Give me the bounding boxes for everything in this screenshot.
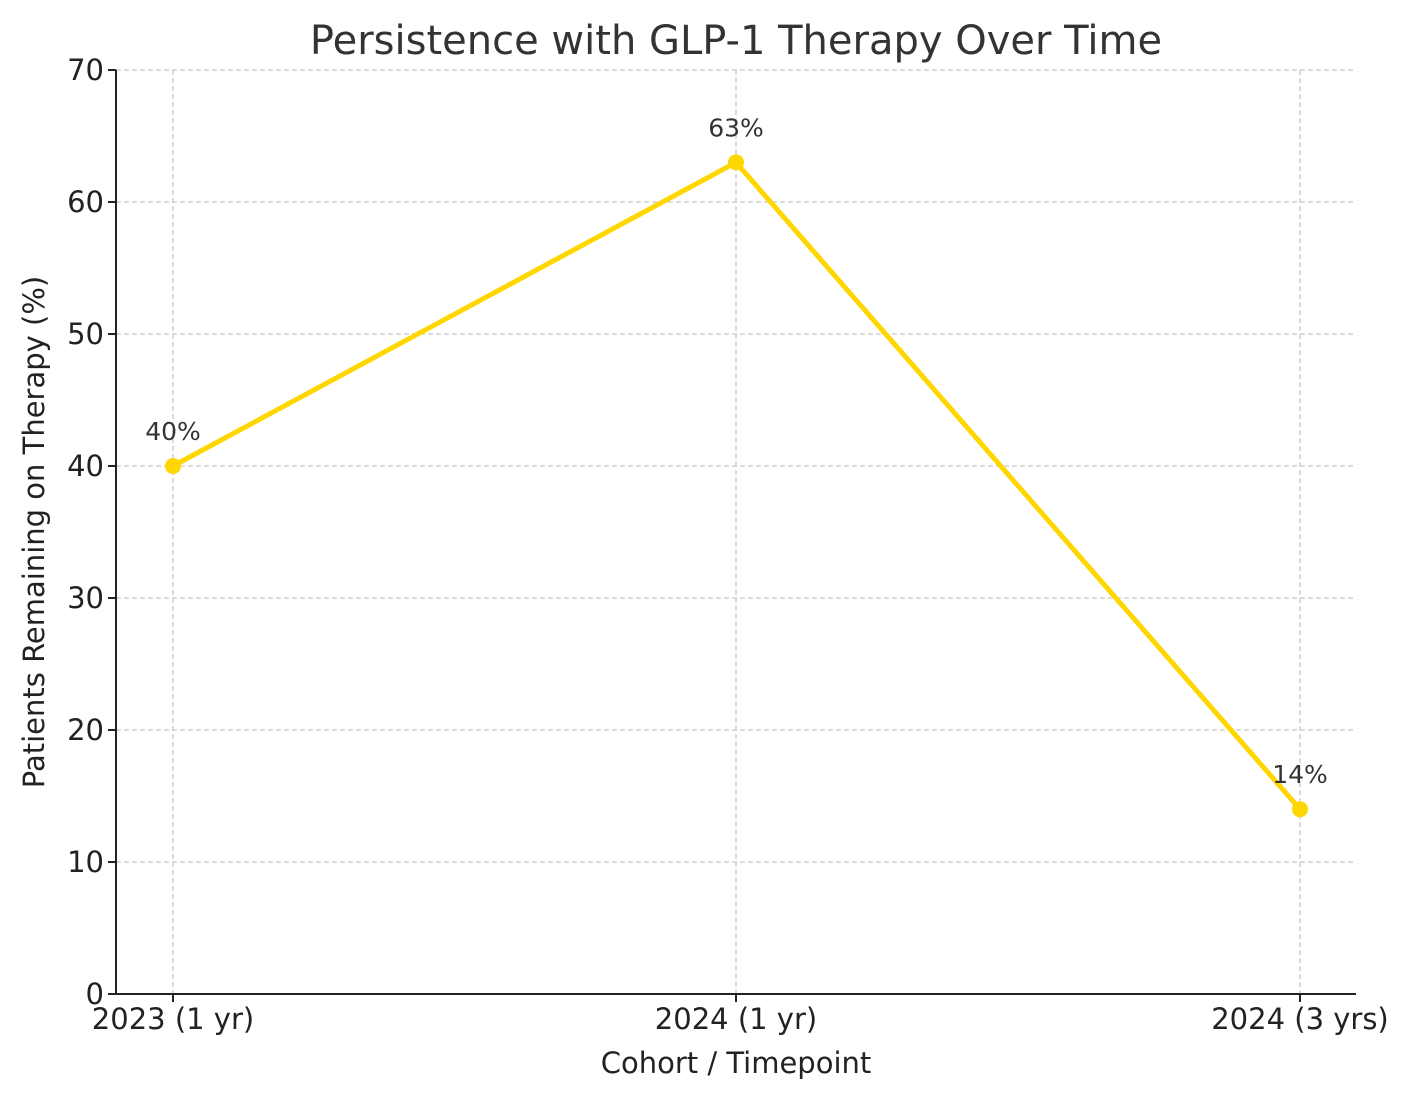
data-point (728, 154, 744, 171)
y-tick-label: 10 (67, 845, 104, 879)
y-tick-label: 20 (67, 713, 104, 747)
y-tick-label: 40 (67, 449, 104, 483)
data-series (165, 154, 1308, 818)
data-label: 14% (1272, 760, 1328, 789)
x-tick-label: 2023 (1 yr) (92, 1002, 254, 1036)
grid-lines (116, 69, 1356, 994)
y-tick-label: 70 (67, 53, 104, 87)
y-axis-label: Patients Remaining on Therapy (%) (17, 276, 51, 788)
data-labels: 40% 63% 14% (145, 113, 1328, 789)
y-tick-label: 30 (67, 581, 104, 615)
chart-title: Persistence with GLP-1 Therapy Over Time (310, 18, 1162, 64)
x-axis-label: Cohort / Timepoint (601, 1046, 872, 1080)
data-label: 40% (145, 417, 201, 446)
axes (108, 69, 1356, 1002)
tick-labels: 0 10 20 30 40 50 60 70 2023 (1 yr) 2024 (1 yr) 202… (67, 53, 1389, 1036)
x-tick-label: 2024 (1 yr) (655, 1002, 817, 1036)
data-point (1292, 801, 1308, 818)
x-tick-label: 2024 (3 yrs) (1211, 1002, 1389, 1036)
data-label: 63% (708, 113, 764, 142)
y-tick-label: 60 (67, 185, 104, 219)
y-tick-label: 0 (86, 977, 104, 1011)
y-tick-label: 50 (67, 317, 104, 351)
data-point (165, 458, 181, 474)
